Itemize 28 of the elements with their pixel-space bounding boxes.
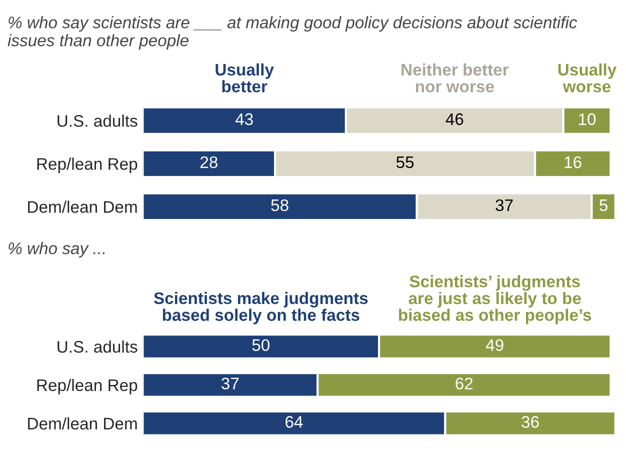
data-label: 46 [446,113,464,126]
y-tick-label: Rep/lean Rep [37,378,138,394]
data-label: 37 [222,378,239,390]
series-label: Usually worse [558,63,617,92]
data-label: 50 [252,339,270,351]
data-label: 58 [271,199,288,212]
series-label: Scientists’ judgments are just as likely to be biased as other people’s [399,275,592,324]
data-label: 43 [235,113,253,126]
data-label: 62 [456,378,473,390]
data-label: 5 [600,200,608,212]
data-label: 37 [496,199,513,212]
data-label: 64 [286,416,303,428]
data-label: 49 [486,339,504,351]
data-label: 36 [522,416,539,428]
y-tick-label: Rep/lean Rep [37,158,138,174]
data-label: 55 [396,156,414,168]
series-label: Scientists make judgments based solely on the facts [154,292,368,324]
data-label: 10 [579,113,596,126]
series-label: Usually better [216,63,274,92]
data-label: 16 [564,156,582,168]
series-label: Neither better nor worse [402,63,509,92]
data-label: 28 [200,156,218,168]
y-tick-label: Dem/lean Dem [28,417,137,430]
chart-title: % who say scientists are ___ at making good policy decisions about scientific issues than other people [8,16,578,50]
y-tick-label: U.S. adults [58,114,138,127]
y-tick-label: Dem/lean Dem [28,200,137,213]
y-tick-label: U.S. adults [58,340,138,353]
chart-title: % who say ... [8,242,105,258]
